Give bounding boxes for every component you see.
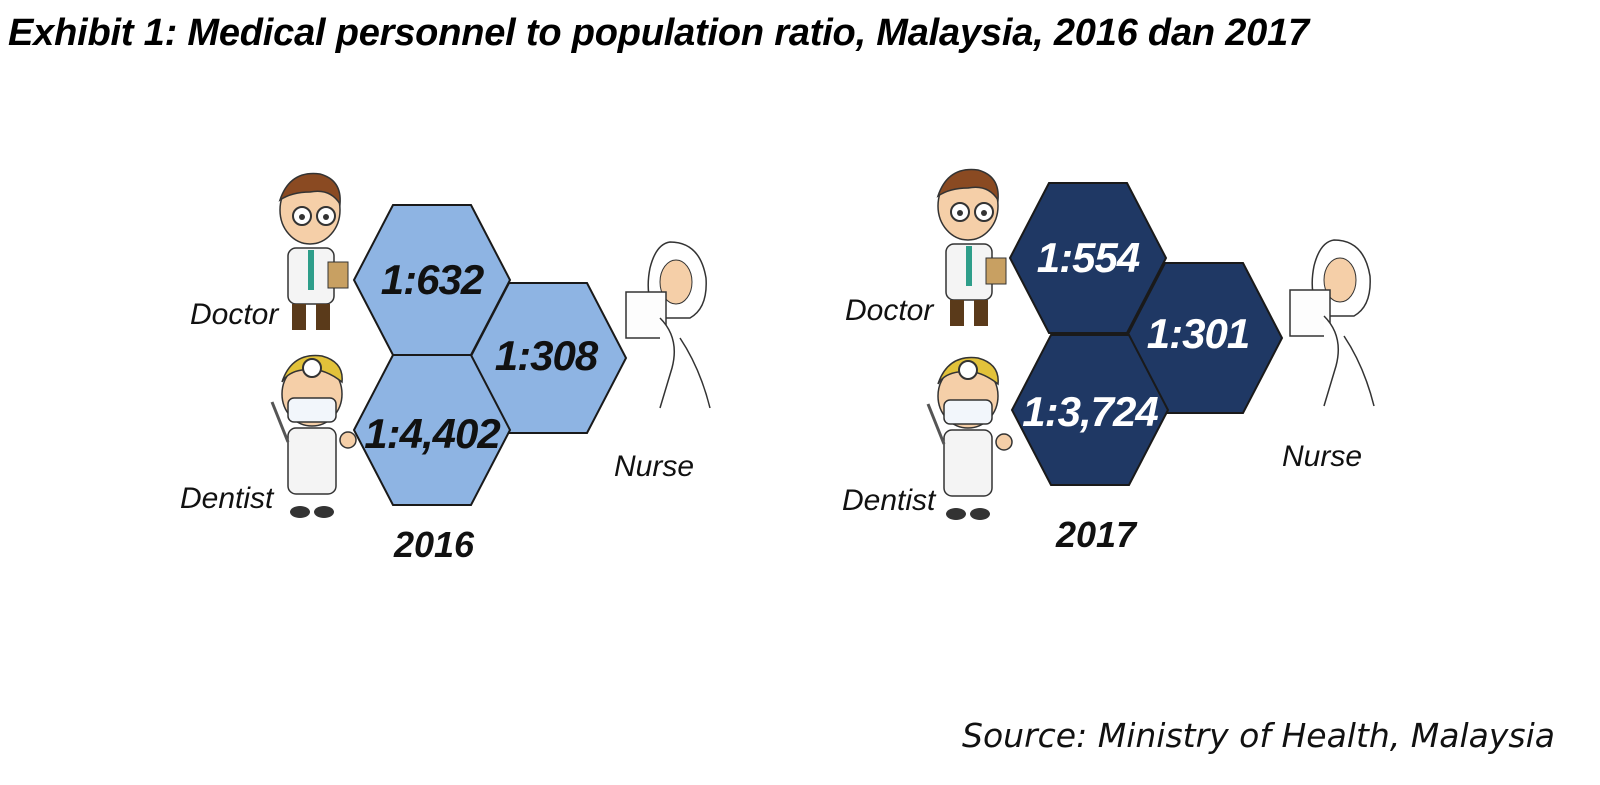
ratio-dentist-2017: 1:3,724: [1022, 388, 1158, 435]
year-label-2017: 2017: [1055, 514, 1137, 555]
ratio-nurse-2016: 1:308: [494, 332, 598, 379]
ratio-doctor-2016: 1:632: [380, 256, 484, 303]
dentist-icon: [270, 354, 357, 518]
doctor-icon: [278, 172, 349, 330]
doctor-icon: [936, 168, 1007, 326]
hexagon-dentist-2017: [1010, 334, 1170, 486]
hexagon-doctor-2017: [1008, 182, 1168, 334]
hexagons-2016: [352, 204, 628, 506]
role-label-doctor: Doctor: [845, 294, 934, 327]
ratio-dentist-2016: 1:4,402: [364, 410, 500, 457]
year-label-2016: 2016: [393, 524, 475, 565]
role-label-dentist: Dentist: [180, 482, 274, 515]
dentist-icon: [926, 356, 1013, 520]
panel-2016: Doctor Dentist Nurse 1:632 1:308 1:4,402…: [180, 172, 711, 565]
panel-2017: Doctor Dentist Nurse 1:554 1:301 1:3,724…: [842, 168, 1375, 555]
nurse-icon: [1289, 239, 1375, 407]
role-label-dentist: Dentist: [842, 484, 936, 517]
role-label-nurse: Nurse: [614, 450, 695, 483]
ratio-doctor-2017: 1:554: [1036, 234, 1140, 281]
hex-cluster-2016: [270, 172, 711, 518]
page-title: Exhibit 1: Medical personnel to populati…: [8, 12, 1309, 54]
ratio-nurse-2017: 1:301: [1146, 310, 1250, 357]
role-label-doctor: Doctor: [190, 298, 279, 331]
source-note: Source: Ministry of Health, Malaysia: [962, 716, 1555, 755]
hexagon-dentist-2016: [352, 354, 512, 506]
role-label-nurse: Nurse: [1282, 440, 1363, 473]
nurse-icon: [625, 241, 711, 409]
hexagons-2017: [1008, 182, 1284, 486]
